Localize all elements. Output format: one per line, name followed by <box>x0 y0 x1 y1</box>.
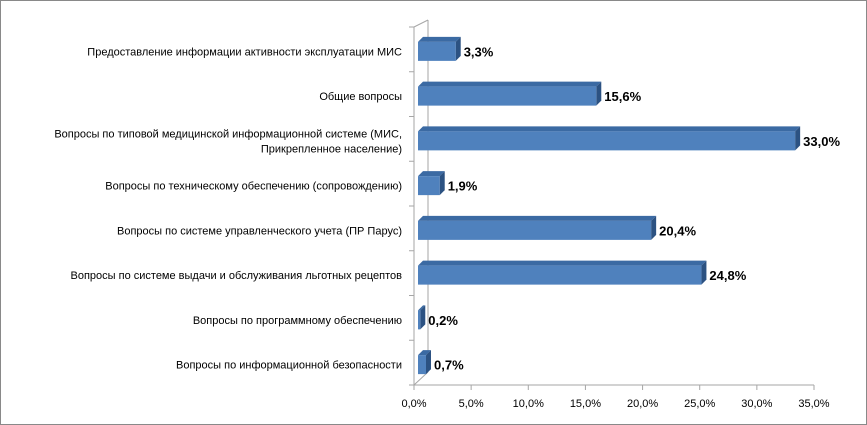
top-edge-line <box>413 19 429 28</box>
category-label: Вопросы по системе выдачи и обслуживания… <box>71 270 403 282</box>
data-label: 0,2% <box>428 313 458 328</box>
bar <box>418 86 597 106</box>
bar <box>418 176 440 196</box>
bar-top <box>418 215 657 221</box>
category-label: Вопросы по информационной безопасности <box>176 360 402 372</box>
data-label: 20,4% <box>659 223 696 238</box>
bar-side <box>701 260 707 285</box>
x-tick-label: 25,0% <box>684 398 715 410</box>
category-label: Предоставление информации активности экс… <box>87 46 402 58</box>
bar <box>418 220 652 240</box>
bar <box>418 310 421 330</box>
x-tick-label: 5,0% <box>459 398 484 410</box>
floor-edge-line <box>413 371 429 386</box>
bar-top <box>418 36 461 42</box>
bar-top <box>418 305 426 311</box>
x-tick-label: 35,0% <box>798 398 829 410</box>
category-label: Прикрепленное население) <box>261 143 402 155</box>
bar-side <box>651 215 657 240</box>
bar <box>418 131 796 151</box>
bar-side <box>455 36 461 61</box>
bar <box>418 41 456 61</box>
bar-top <box>418 260 707 266</box>
data-label: 1,9% <box>448 179 478 194</box>
x-tick-label: 10,0% <box>513 398 544 410</box>
bar-side <box>596 81 602 106</box>
category-label: Вопросы по системе управленческого учета… <box>117 225 402 237</box>
category-label: Вопросы по техническому обеспечению (соп… <box>105 181 402 193</box>
bar <box>418 355 426 375</box>
x-tick-label: 15,0% <box>570 398 601 410</box>
data-label: 33,0% <box>803 134 840 149</box>
bar-top <box>418 81 602 87</box>
bar-top <box>418 126 801 132</box>
category-label: Общие вопросы <box>319 91 402 103</box>
x-tick-label: 0,0% <box>401 398 426 410</box>
category-label: Вопросы по программному обеспечению <box>193 315 402 327</box>
bar <box>418 265 702 285</box>
bar-side <box>795 126 801 151</box>
bar-side <box>420 305 426 330</box>
bar-side <box>426 350 431 375</box>
data-label: 15,6% <box>604 89 641 104</box>
category-label: Вопросы по типовой медицинской информаци… <box>54 128 402 140</box>
data-label: 0,7% <box>434 358 464 373</box>
data-label: 3,3% <box>464 44 494 59</box>
bar-top <box>418 350 431 356</box>
x-tick-label: 30,0% <box>741 398 772 410</box>
bar-side <box>439 171 445 196</box>
x-tick-label: 20,0% <box>627 398 658 410</box>
bar-top <box>418 171 445 177</box>
data-label: 24,8% <box>709 268 746 283</box>
